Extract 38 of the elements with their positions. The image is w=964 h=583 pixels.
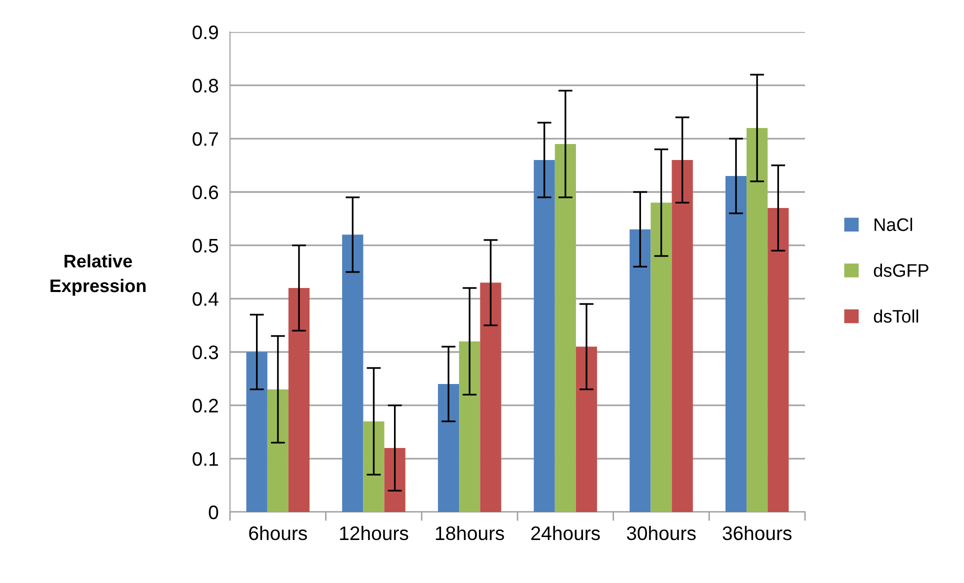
bar (288, 288, 310, 512)
legend-label: NaCl (874, 218, 912, 232)
x-tick-label: 6hours (249, 526, 307, 540)
x-tick-label: 18hours (436, 526, 504, 540)
bar (534, 160, 555, 512)
x-tick-label: 30hours (626, 526, 696, 540)
y-tick-label: 0.7 (192, 132, 218, 146)
y-axis-title: Relative Expression (50, 254, 146, 296)
bar (363, 421, 384, 512)
bar (746, 128, 768, 512)
bar (480, 282, 502, 512)
y-tick-label: 0 (208, 505, 218, 520)
bar (384, 448, 406, 512)
bar (459, 341, 480, 512)
bar (672, 160, 693, 512)
bar (725, 176, 747, 512)
bar (630, 229, 651, 512)
bar (768, 208, 789, 512)
y-tick-label: 0.2 (192, 398, 218, 413)
bar (554, 144, 576, 512)
y-tick-label: 0.9 (192, 25, 218, 40)
y-tick-label: 0.8 (192, 78, 218, 93)
y-tick-label: 0.4 (192, 292, 218, 306)
bar (246, 352, 268, 512)
y-tick-label: 0.3 (192, 345, 218, 360)
y-tick-label: 0.6 (192, 185, 218, 200)
bar (576, 346, 598, 512)
bar (342, 234, 364, 512)
legend-label: dsToll (874, 309, 918, 323)
bar (650, 202, 672, 512)
y-tick-label: 0.1 (192, 452, 218, 466)
legend-label: dsGFP (874, 264, 928, 277)
y-tick-label: 0.5 (192, 238, 218, 253)
x-tick-label: 24hours (531, 526, 600, 540)
x-tick-label: 36hours (722, 526, 792, 540)
bar (267, 389, 288, 512)
bar (438, 384, 460, 512)
x-tick-label: 12hours (340, 526, 408, 540)
